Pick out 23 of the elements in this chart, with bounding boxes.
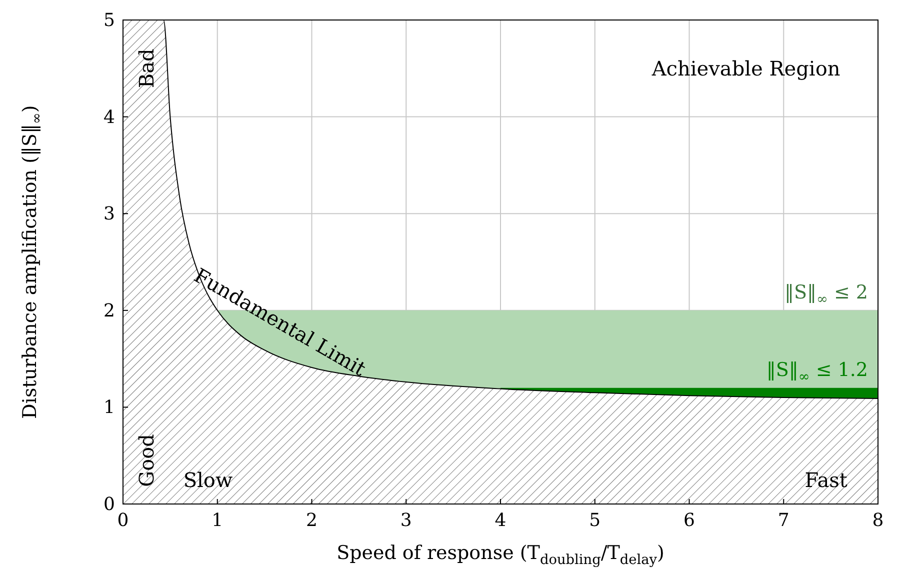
annotation: Good — [134, 434, 159, 487]
y-tick-label: 3 — [104, 204, 115, 225]
y-tick-label: 5 — [104, 10, 115, 31]
x-tick-label: 7 — [778, 510, 790, 531]
annotation: Bad — [134, 48, 159, 88]
x-axis-title: Speed of response (T$_{doubling}$/T$_{delay}$) — [336, 542, 664, 568]
x-tick-label: 4 — [494, 510, 506, 531]
x-tick-label: 6 — [684, 510, 695, 531]
x-tick-label: 3 — [400, 510, 412, 531]
x-tick-label: 0 — [117, 510, 129, 531]
series-label: ‖S‖$_{∞}$ ≤ 1.2 — [766, 358, 868, 385]
x-tick-label: 5 — [589, 510, 601, 531]
annotation: Achievable Region — [650, 56, 840, 80]
x-tick-label: 8 — [872, 510, 884, 531]
annotation: Fast — [804, 468, 848, 492]
annotation: Slow — [183, 468, 233, 492]
y-tick-label: 2 — [104, 300, 115, 322]
y-tick-label: 0 — [104, 494, 115, 515]
x-tick-label: 1 — [212, 510, 224, 531]
series-label: ‖S‖$_{∞}$ ≤ 2 — [784, 281, 868, 308]
x-tick-label: 2 — [306, 510, 318, 531]
y-tick-label: 1 — [104, 397, 115, 418]
y-tick-label: 4 — [104, 106, 115, 128]
